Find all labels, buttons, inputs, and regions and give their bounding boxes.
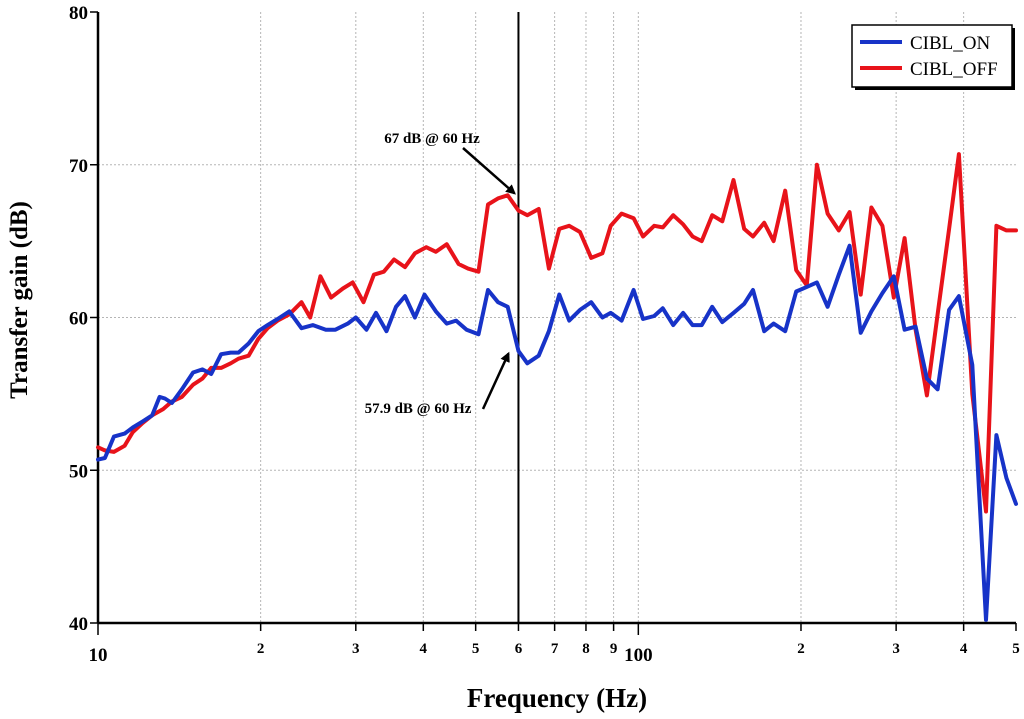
legend: CIBL_ON CIBL_OFF [851,24,1015,90]
annotation-on-label: 57.9 dB @ 60 Hz [365,401,472,417]
axis-ticks: 40 50 60 70 80 10 100 2 3 4 5 6 7 8 9 2 3 4 5 [69,3,1020,666]
x-minor-tick-label: 4 [960,641,968,657]
x-minor-tick-label: 3 [892,641,900,657]
annotation-off-label: 67 dB @ 60 Hz [384,131,480,147]
annotations: 67 dB @ 60 Hz 57.9 dB @ 60 Hz [365,131,516,417]
x-minor-tick-label: 5 [1012,641,1020,657]
x-minor-tick-label: 9 [610,641,618,657]
y-tick-label: 60 [69,309,88,330]
legend-label-cibl-on: CIBL_ON [910,33,991,54]
y-tick-label: 80 [69,3,88,24]
x-minor-tick-label: 5 [472,641,480,657]
legend-box [851,24,1013,88]
series-line-cibl-on [96,243,1018,622]
x-minor-tick-label: 4 [420,641,428,657]
x-minor-tick-label: 2 [257,641,265,657]
y-tick-label: 50 [69,461,88,482]
annotation-on-arrow [481,351,510,410]
x-axis-title: Frequency (Hz) [467,683,647,713]
x-minor-tick-label: 7 [551,641,559,657]
x-minor-tick-label: 6 [515,641,523,657]
y-axis-title: Transfer gain (dB) [6,201,33,399]
x-major-tick-label: 10 [89,645,108,666]
x-minor-tick-label: 2 [797,641,805,657]
annotation-off-arrow [462,147,516,195]
series-lines [96,152,1018,622]
y-tick-label: 40 [69,614,88,635]
legend-label-cibl-off: CIBL_OFF [910,59,998,80]
x-major-tick-label: 100 [624,645,653,666]
x-minor-tick-label: 3 [352,641,360,657]
x-minor-tick-label: 8 [582,641,590,657]
series-line-cibl-off [96,152,1018,514]
y-tick-label: 70 [69,156,88,177]
